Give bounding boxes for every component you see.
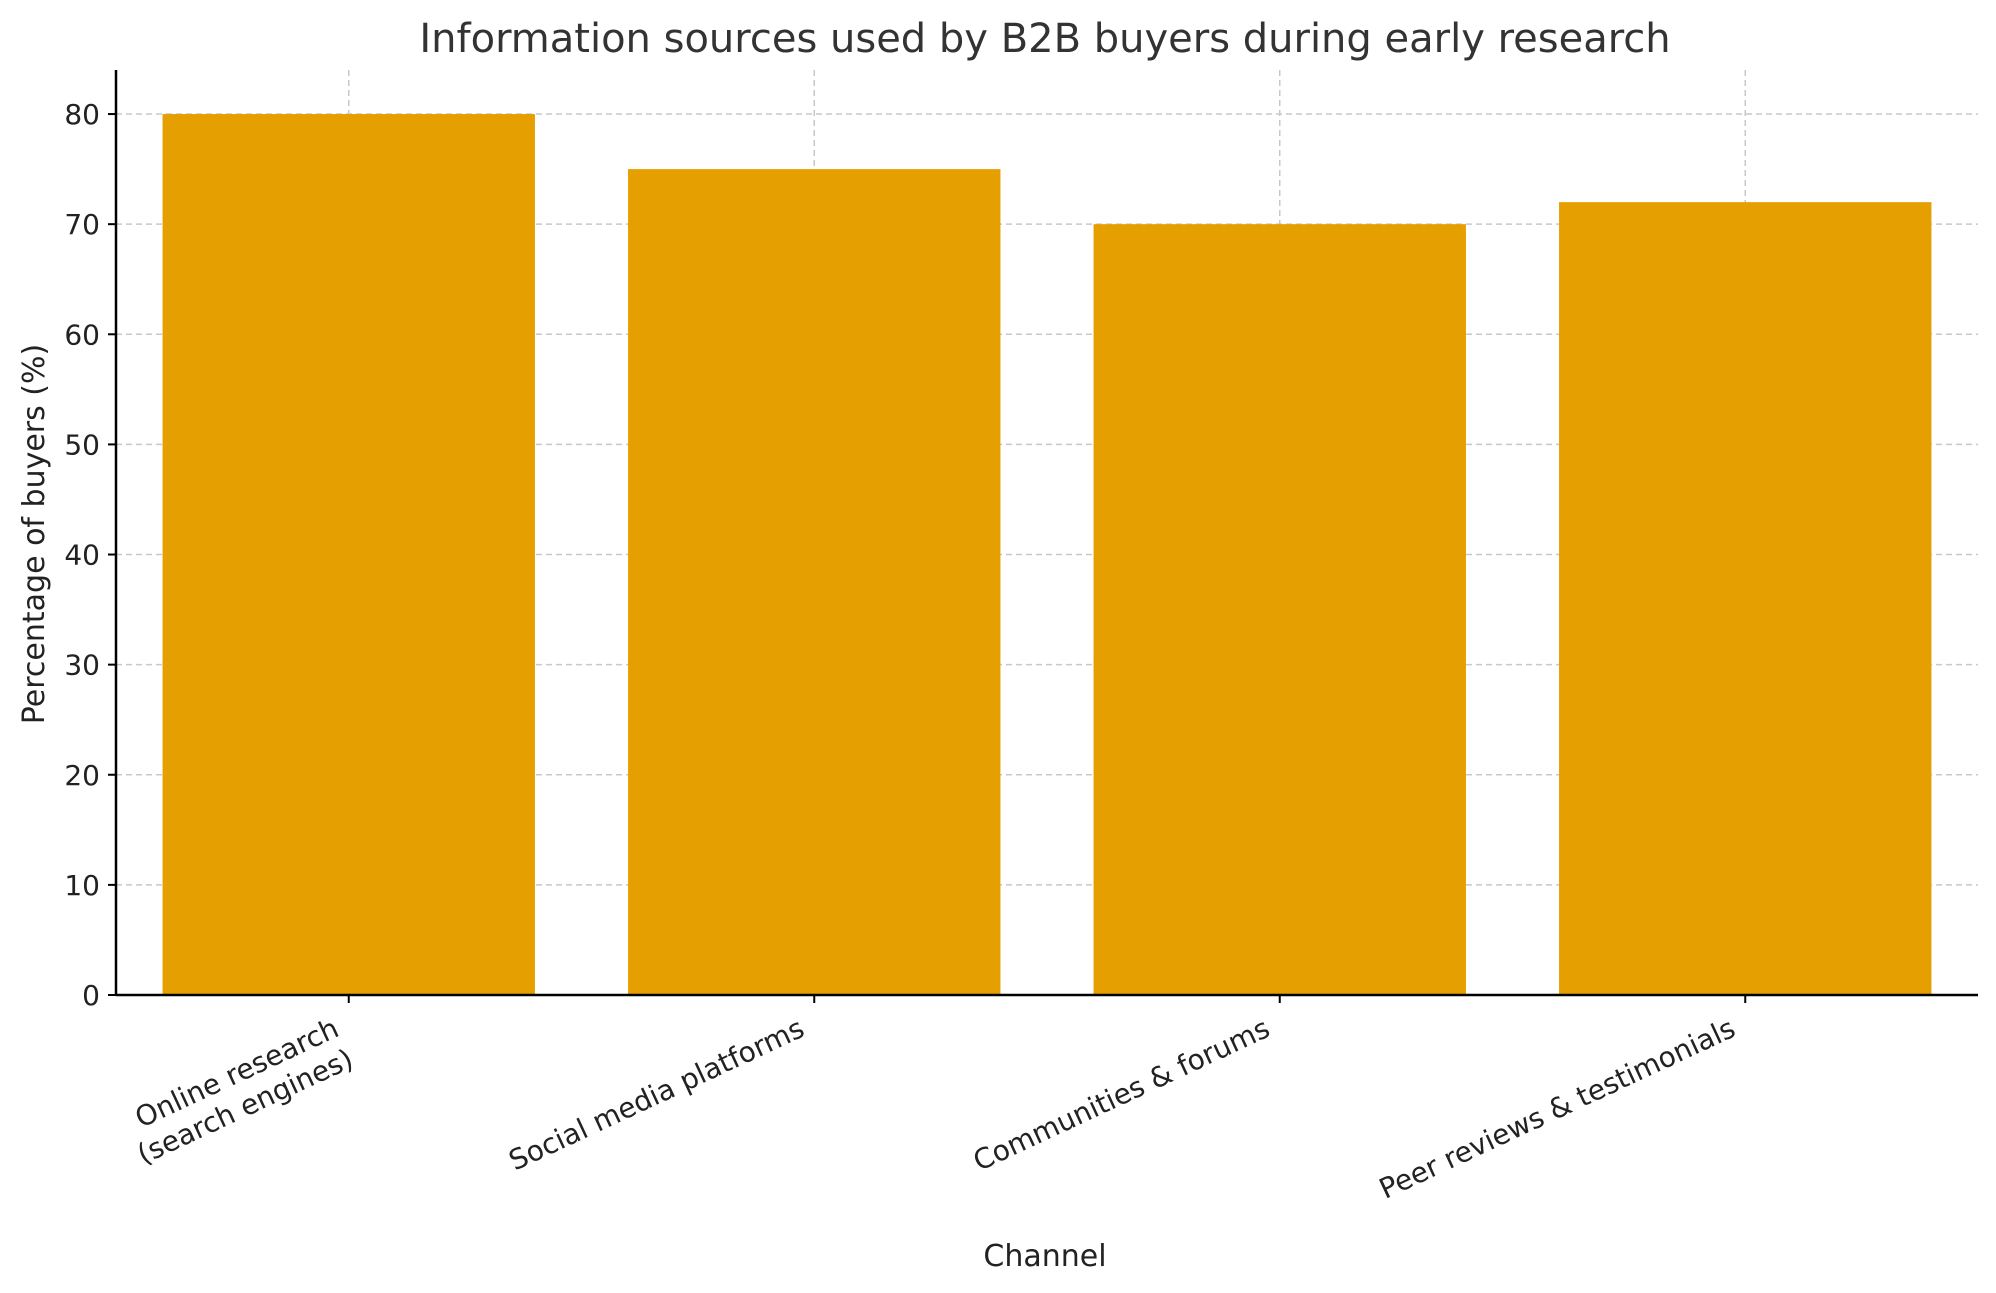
x-tick-label: Peer reviews & testimonials [1374, 1011, 1740, 1205]
y-tick-label: 70 [64, 208, 100, 241]
bar [1559, 202, 1932, 996]
x-axis-label: Channel [983, 1239, 1106, 1274]
bars-layer [162, 114, 1932, 996]
bar [162, 114, 535, 996]
x-tick-label-line: Communities & forums [968, 1011, 1275, 1177]
x-tick-label: Social media platforms [504, 1011, 809, 1177]
y-tick-label: 20 [64, 759, 100, 792]
x-tick-label: Communities & forums [968, 1011, 1275, 1177]
x-ticks: Online research(search engines) Social me… [118, 995, 1747, 1206]
x-tick-label: Online research(search engines) [118, 1011, 358, 1171]
y-ticks: 0 10 20 30 40 50 60 70 80 [64, 98, 116, 1012]
y-tick-label: 40 [64, 539, 100, 572]
chart-title: Information sources used by B2B buyers d… [419, 16, 1670, 62]
y-tick-label: 60 [64, 318, 100, 351]
y-tick-label: 0 [82, 979, 100, 1012]
y-tick-label: 50 [64, 428, 100, 461]
x-tick-label-line: Social media platforms [504, 1011, 809, 1177]
x-tick-label-line: Peer reviews & testimonials [1374, 1011, 1740, 1205]
y-tick-label: 10 [64, 869, 100, 902]
bar [1093, 224, 1466, 995]
bar [628, 169, 1001, 995]
y-tick-label: 80 [64, 98, 100, 131]
y-tick-label: 30 [64, 649, 100, 682]
y-axis-label: Percentage of buyers (%) [17, 344, 52, 724]
